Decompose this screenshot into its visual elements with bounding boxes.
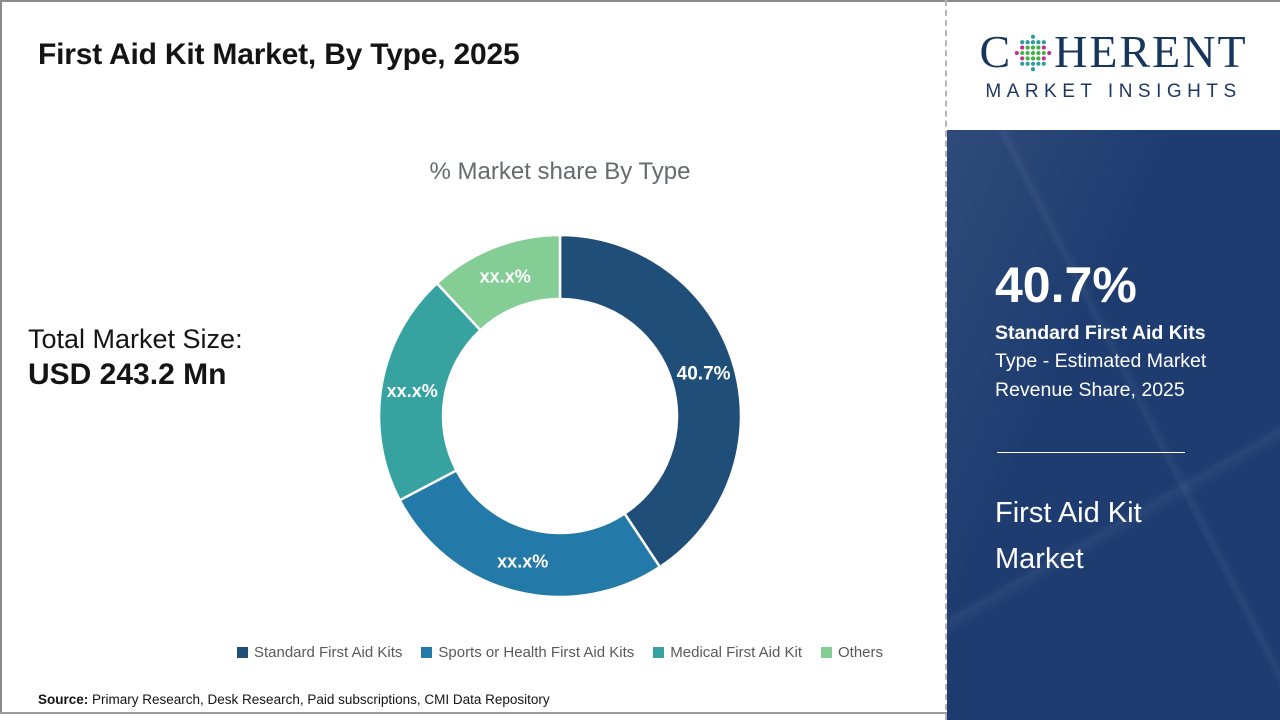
logo-globe-dot	[1025, 61, 1030, 66]
logo-globe-dot	[1036, 45, 1041, 50]
donut-chart: 40.7% xx.x% xx.x% xx.x%	[370, 226, 750, 606]
logo-globe-dot	[1025, 40, 1030, 45]
stat-segment-name: Standard First Aid Kits	[995, 322, 1206, 344]
logo-globe-dot	[1036, 56, 1041, 61]
logo-globe-dot	[1041, 61, 1046, 66]
logo-wordmark: C HERENT	[979, 29, 1247, 75]
panel-divider-line	[997, 452, 1185, 453]
logo-globe-dot	[1031, 61, 1036, 66]
logo-globe-dot	[1031, 40, 1036, 45]
legend-item-1: Sports or Health First Aid Kits	[421, 644, 634, 661]
slide-border-bottom	[0, 712, 947, 714]
chart-legend: Standard First Aid Kits Sports or Health …	[180, 644, 940, 661]
logo-globe-dot	[1020, 56, 1025, 61]
logo-globe-dot	[1025, 50, 1030, 56]
report-title: First Aid Kit Market	[995, 497, 1142, 576]
legend-item-0: Standard First Aid Kits	[236, 644, 403, 661]
donut-segment-label-3: xx.x%	[480, 267, 531, 287]
legend-marker-icon	[653, 647, 665, 658]
legend-label: Standard First Aid Kits	[253, 644, 403, 661]
page-title: First Aid Kit Market, By Type, 2025	[38, 38, 520, 71]
legend-marker-icon	[421, 647, 433, 658]
logo-globe-dot	[1020, 61, 1025, 66]
logo-globe-dot	[1031, 56, 1036, 61]
logo-globe-dot	[1031, 45, 1036, 50]
logo-word-rest: HERENT	[1054, 26, 1248, 77]
logo-globe-dot	[1036, 40, 1041, 45]
slide-border-top	[0, 0, 1280, 2]
donut-segment-label-2: xx.x%	[387, 381, 438, 401]
logo-globe-dot	[1036, 50, 1041, 56]
chart-title: % Market share By Type	[429, 158, 691, 185]
donut-segment-3	[435, 233, 562, 332]
source-text: Primary Research, Desk Research, Paid su…	[88, 692, 550, 707]
legend-label: Sports or Health First Aid Kits	[438, 644, 635, 661]
logo-globe-icon	[1014, 34, 1052, 72]
logo-globe-dot	[1031, 34, 1036, 39]
total-market-size: Total Market Size: USD 243.2 Mn	[28, 324, 243, 392]
logo-globe-dot	[1020, 45, 1025, 50]
logo-globe-dot	[1041, 50, 1046, 56]
total-market-size-label: Total Market Size:	[28, 324, 243, 354]
logo-letter-c: C	[979, 26, 1013, 77]
stat-description: Type - Estimated Market Revenue Share, 2…	[995, 350, 1207, 402]
stat-block: 40.7% Standard First Aid Kits Type - Est…	[995, 260, 1220, 406]
logo-globe-dot	[1047, 50, 1052, 56]
source-label: Source:	[38, 692, 89, 707]
legend-marker-icon	[821, 647, 832, 658]
logo-globe-dot	[1025, 56, 1030, 61]
logo-globe-dot	[1025, 45, 1030, 50]
logo-globe-dot	[1031, 50, 1036, 56]
logo-globe-dot	[1031, 67, 1036, 72]
legend-item-3: Others	[821, 644, 883, 661]
logo-globe-dot	[1041, 45, 1046, 50]
logo-globe-dot	[1036, 61, 1041, 66]
slide-border-left	[0, 0, 2, 714]
side-panel: 40.7% Standard First Aid Kits Type - Est…	[947, 130, 1280, 720]
donut-segment-label-0: 40.7%	[677, 363, 731, 384]
logo-globe-dot	[1020, 50, 1025, 56]
donut-chart-svg: 40.7% xx.x% xx.x% xx.x%	[377, 233, 743, 599]
donut-segment-0	[558, 233, 743, 569]
logo-subtitle: MARKET INSIGHTS	[985, 81, 1242, 102]
logo-globe-dot	[1041, 40, 1046, 45]
donut-segment-label-1: xx.x%	[497, 552, 548, 572]
logo-globe-dot	[1014, 50, 1019, 56]
company-logo: C HERENT MARKET INSIGHTS	[947, 2, 1280, 130]
legend-marker-icon	[236, 647, 248, 658]
total-market-size-value: USD 243.2 Mn	[28, 358, 227, 391]
logo-globe-dot	[1020, 40, 1025, 45]
logo-globe-dot	[1041, 56, 1046, 61]
dashed-divider-line	[945, 0, 947, 720]
donut-segment-1	[398, 469, 662, 599]
stat-value: 40.7%	[995, 257, 1137, 313]
donut-segment-2	[377, 282, 482, 502]
legend-label: Others	[838, 644, 884, 661]
legend-label: Medical First Aid Kit	[670, 644, 802, 661]
legend-item-2: Medical First Aid Kit	[653, 644, 802, 661]
source-line: Source: Primary Research, Desk Research,…	[38, 692, 550, 707]
map-texture-background	[947, 130, 1280, 720]
